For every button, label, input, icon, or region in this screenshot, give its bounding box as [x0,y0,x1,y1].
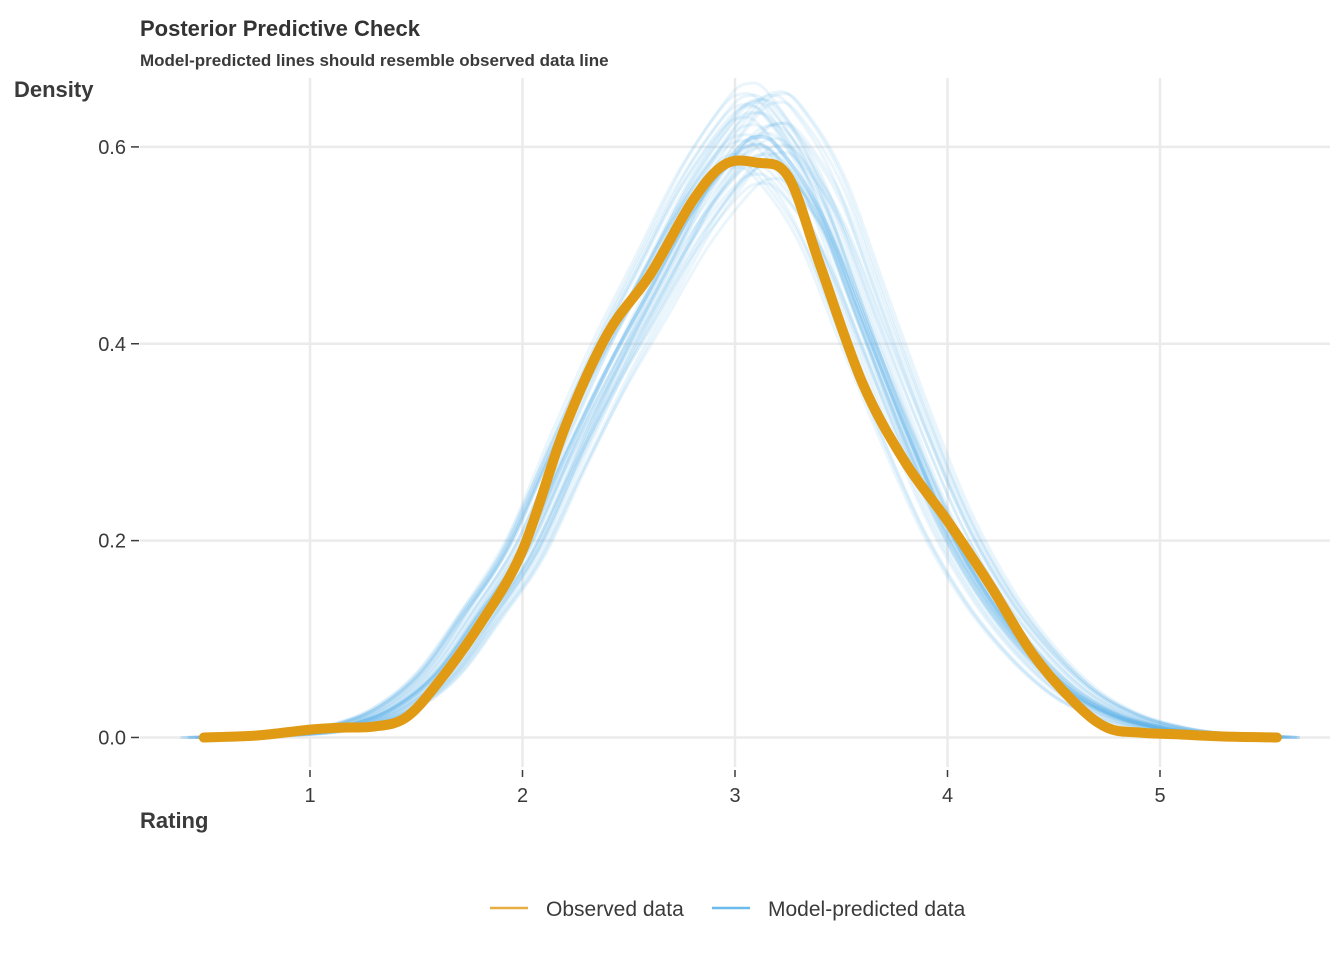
predicted-draw-line [223,100,1297,739]
predicted-draw-line [199,164,1274,739]
x-tick-label: 1 [304,785,315,807]
y-axis-title: Density [14,77,94,102]
grid-lines [140,78,1330,767]
predicted-draw-line [199,143,1274,739]
predicted-draw-line [189,102,1263,739]
predicted-draw-line [223,90,1297,739]
predicted-draw-line [180,165,1254,739]
x-tick-label: 4 [942,785,953,807]
predicted-draw-line [207,153,1281,739]
predicted-draw-line [218,137,1292,739]
predicted-draw-line [203,97,1277,739]
predicted-draw-line [205,146,1279,739]
predicted-draw-line [187,115,1262,739]
predicted-draw-line [218,176,1292,739]
x-axis-title: Rating [140,808,208,833]
predicted-draw-line [210,165,1284,739]
predicted-draw-line [209,131,1283,739]
x-tick-label: 5 [1154,785,1165,807]
y-tick-label: 0.6 [98,137,126,159]
predicted-draw-line [180,152,1254,739]
legend-label-observed: Observed data [546,898,684,921]
axis-ticks: 1 2 3 4 5 0.0 0.2 0.4 0.6 [98,137,1165,807]
predicted-draw-line [206,97,1280,739]
y-tick-label: 0.4 [98,334,126,356]
predicted-draw-line [226,150,1300,739]
chart-title: Posterior Predictive Check [140,16,421,41]
legend: Observed data Model-predicted data [490,898,966,921]
x-tick-label: 2 [517,785,528,807]
y-tick-label: 0.0 [98,727,126,749]
chart-subtitle: Model-predicted lines should resemble ob… [140,51,609,70]
predicted-draw-line [201,143,1275,739]
predicted-draw-line [195,123,1269,739]
legend-label-predicted: Model-predicted data [768,898,966,921]
predicted-draw-line [186,139,1260,739]
predicted-draw-line [182,162,1257,739]
x-tick-label: 3 [729,785,740,807]
predicted-draw-line [200,142,1274,739]
predicted-mean-line [203,134,1278,740]
observed-data-line [198,155,1282,743]
y-tick-label: 0.2 [98,531,126,553]
predicted-draw-line [225,143,1299,739]
predicted-draw-line [200,172,1275,739]
predicted-draw-line [226,92,1301,739]
predicted-draw-line [216,123,1290,739]
predicted-draw-line [211,151,1285,739]
predicted-draw-line [188,91,1262,739]
predicted-draw-line [188,133,1262,739]
series-lines [198,134,1282,743]
predicted-draw-line [206,181,1280,739]
predicted-draw-line [214,162,1288,739]
predicted-draws [180,81,1301,739]
predicted-draw-line [223,121,1297,739]
predicted-draw-line [226,121,1300,739]
